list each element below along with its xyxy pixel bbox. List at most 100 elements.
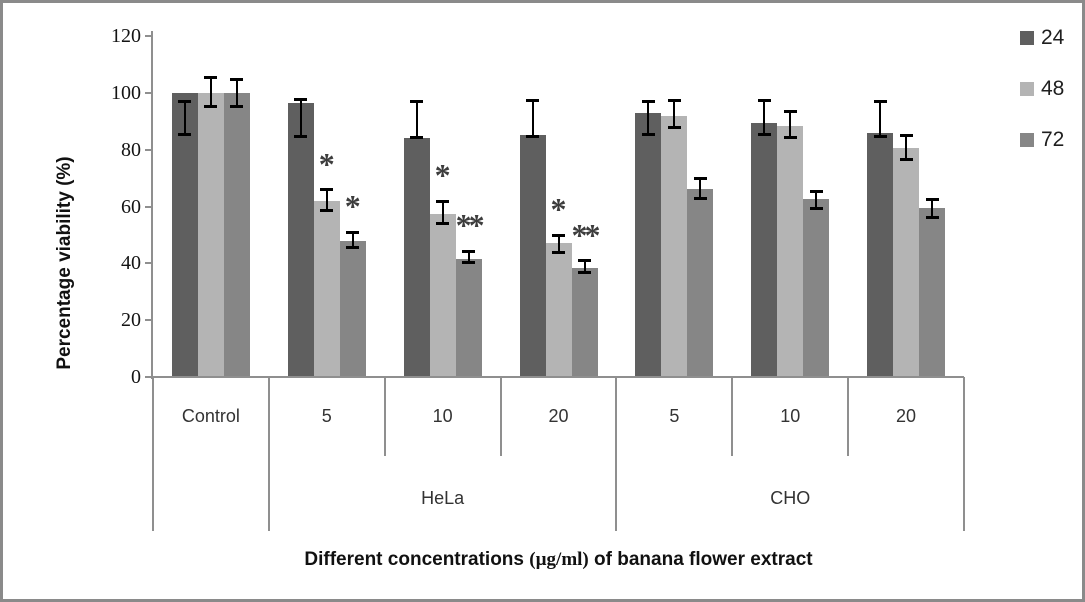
error-bar-control-72h [235, 78, 238, 108]
error-bar-cap [410, 100, 424, 104]
error-bar-hela-20-48h [557, 234, 560, 254]
error-bar-cho-5-48h [673, 99, 676, 129]
error-bar-cap [320, 188, 334, 192]
category-label-hela-10: 10 [432, 406, 453, 426]
x-axis-title-part2: of banana flower extract [588, 549, 813, 570]
error-bar-cap [667, 98, 681, 102]
error-bar-hela-5-48h [325, 189, 328, 211]
error-bar-cap [436, 221, 450, 225]
x-axis-title: Different concentrations (µg/ml) of bana… [153, 549, 964, 571]
error-bar-hela-20-24h [531, 99, 534, 137]
y-tick-label: 0 [131, 366, 141, 388]
category-label-hela-20: 20 [548, 406, 569, 426]
bar-hela-20-24h [519, 135, 546, 377]
y-tick-label: 20 [121, 309, 141, 332]
error-bar-cap [641, 133, 655, 137]
y-axis-title: Percentage viability (%) [54, 156, 75, 370]
error-bar-cap [410, 136, 424, 140]
category-divider [847, 377, 850, 456]
legend-label-24h: 24 [1041, 26, 1065, 49]
bar-hela-10-72h [455, 259, 482, 377]
category-group-divider [267, 377, 270, 531]
bar-cho-5-48h [661, 115, 688, 377]
error-bar-cap [783, 136, 797, 140]
bar-hela-5-72h [339, 240, 366, 377]
error-bar-hela-10-72h [467, 250, 470, 264]
error-bar-cap [346, 245, 360, 249]
bar-control-24h [171, 92, 198, 377]
category-group-divider [615, 377, 618, 531]
category-group-divider [152, 377, 154, 531]
legend-label-48h: 48 [1041, 77, 1065, 100]
bar-cho-10-48h [777, 125, 804, 377]
y-tick [145, 319, 153, 322]
error-bar-cho-5-24h [647, 101, 650, 136]
y-tick-label: 40 [121, 252, 141, 275]
y-tick [145, 205, 153, 208]
y-axis-line [151, 31, 153, 379]
legend-item-48h: 48 [1020, 77, 1064, 101]
error-bar-cap [178, 133, 192, 137]
bar-hela-5-48h [313, 200, 340, 377]
bar-cho-20-24h [867, 132, 894, 377]
category-divider [383, 377, 386, 456]
error-bar-cap [526, 98, 539, 102]
error-bar-cap [552, 251, 565, 255]
bar-hela-10-24h [403, 138, 430, 377]
legend-swatch-72h-icon [1020, 133, 1034, 147]
bar-hela-20-48h [545, 243, 572, 377]
error-bar-cap [783, 110, 797, 114]
group-label-hela: HeLa [421, 488, 465, 508]
bar-hela-20-72h [571, 267, 598, 377]
bar-hela-5-24h [287, 102, 314, 377]
y-tick [145, 262, 153, 265]
error-bar-cho-10-24h [763, 99, 766, 136]
significance-star-hela-20-72h: ** [571, 216, 601, 253]
error-bar-cap [578, 271, 591, 275]
category-divider [499, 377, 502, 456]
error-bar-cap [436, 199, 450, 203]
error-bar-cap [320, 208, 334, 212]
error-bar-cap [809, 207, 823, 211]
error-bar-cho-20-72h [931, 199, 934, 218]
error-bar-cap [693, 177, 707, 181]
error-bar-cap [204, 76, 218, 80]
error-bar-cho-10-72h [815, 190, 818, 210]
error-bar-hela-10-48h [441, 200, 444, 224]
category-label-hela-5: 5 [321, 406, 332, 426]
x-axis-title-units: (µg/ml) [529, 549, 589, 570]
y-tick-label: 120 [111, 25, 141, 47]
category-label-cho-5: 5 [669, 406, 680, 426]
category-label-control: Control [181, 406, 240, 426]
legend-item-24h: 24 [1020, 26, 1064, 50]
error-bar-cap [462, 249, 476, 253]
error-bar-cap [552, 233, 565, 237]
category-group-divider [963, 377, 965, 531]
significance-star-hela-5-48h: * [318, 145, 335, 182]
legend-swatch-48h-icon [1020, 82, 1034, 96]
error-bar-cap [809, 189, 823, 193]
error-bar-cap [925, 198, 939, 202]
significance-star-hela-10-72h: ** [455, 206, 485, 243]
plot-area: 0 20 40 60 80 100 120 Control * * 5 * ** 10 * ** 20 5 10 20… [3, 3, 1082, 599]
error-bar-cap [693, 197, 707, 201]
error-bar-cho-10-48h [789, 111, 792, 139]
category-label-cho-20: 20 [896, 406, 917, 426]
error-bar-cap [641, 100, 655, 104]
error-bar-hela-10-24h [415, 101, 418, 139]
y-tick [145, 148, 153, 151]
bar-control-72h [223, 92, 250, 377]
error-bar-cap [462, 261, 476, 265]
bar-cho-20-48h [893, 148, 920, 377]
bar-cho-5-24h [635, 112, 662, 377]
error-bar-cho-20-48h [905, 135, 908, 160]
bar-cho-5-72h [687, 189, 714, 377]
error-bar-cap [757, 133, 771, 137]
error-bar-hela-20-72h [583, 260, 586, 274]
y-tick-label: 80 [121, 138, 141, 161]
error-bar-control-48h [209, 77, 212, 108]
legend-item-72h: 72 [1020, 128, 1064, 152]
error-bar-cap [667, 126, 681, 130]
legend-swatch-24h-icon [1020, 31, 1034, 45]
